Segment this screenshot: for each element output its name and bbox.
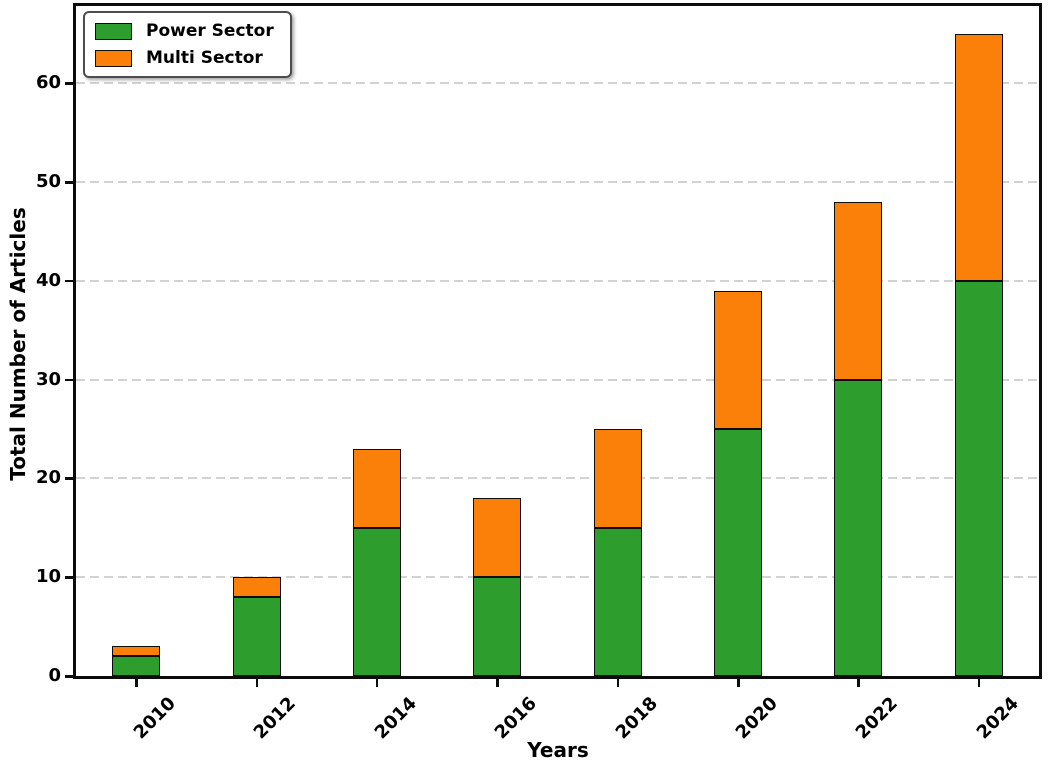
gridline-60 xyxy=(76,82,1039,85)
bar-2020 xyxy=(714,290,763,676)
y-tick-mark-60 xyxy=(65,82,73,85)
y-tick-label-40: 40 xyxy=(35,269,61,291)
bar-segment-multi-sector-2010 xyxy=(112,646,161,657)
y-tick-mark-30 xyxy=(65,378,73,382)
plot-area: Power Sector Multi Sector xyxy=(73,3,1042,679)
bar-segment-power-sector-2020 xyxy=(714,429,763,676)
bar-2014 xyxy=(352,448,401,676)
x-tick-label-2020: 2020 xyxy=(731,693,782,744)
x-tick-mark-2018 xyxy=(616,679,620,687)
bar-segment-multi-sector-2012 xyxy=(232,577,281,597)
x-tick-label-2022: 2022 xyxy=(852,693,903,744)
legend-label-power-sector: Power Sector xyxy=(146,21,274,41)
bar-segment-multi-sector-2022 xyxy=(834,201,883,380)
bar-segment-multi-sector-2018 xyxy=(593,429,642,528)
y-tick-mark-10 xyxy=(65,576,73,579)
bar-2016 xyxy=(473,498,522,676)
x-tick-mark-2016 xyxy=(496,679,499,687)
bar-segment-power-sector-2010 xyxy=(112,656,161,676)
bar-segment-power-sector-2018 xyxy=(593,527,642,676)
x-tick-label-2012: 2012 xyxy=(250,693,301,744)
gridline-50 xyxy=(76,181,1039,183)
legend-label-multi-sector: Multi Sector xyxy=(146,48,263,68)
legend-item-multi-sector: Multi Sector xyxy=(95,48,274,68)
y-tick-label-60: 60 xyxy=(35,72,61,94)
x-tick-mark-2020 xyxy=(737,679,740,687)
bar-segment-multi-sector-2014 xyxy=(352,448,401,528)
x-tick-mark-2024 xyxy=(977,679,981,687)
x-tick-mark-2012 xyxy=(255,679,259,687)
x-tick-label-2018: 2018 xyxy=(611,693,662,744)
bar-segment-power-sector-2022 xyxy=(834,379,883,676)
y-tick-mark-20 xyxy=(65,477,73,480)
y-tick-label-10: 10 xyxy=(35,566,61,588)
x-tick-label-2024: 2024 xyxy=(972,693,1023,744)
plot-inner: Power Sector Multi Sector xyxy=(76,6,1039,676)
y-tick-label-50: 50 xyxy=(35,171,61,192)
bar-segment-power-sector-2012 xyxy=(232,596,281,676)
x-tick-label-2014: 2014 xyxy=(370,693,421,744)
legend-item-power-sector: Power Sector xyxy=(95,21,274,41)
x-tick-label-2016: 2016 xyxy=(490,693,542,744)
legend: Power Sector Multi Sector xyxy=(83,11,292,78)
y-tick-label-0: 0 xyxy=(48,665,61,686)
bar-2018 xyxy=(593,429,642,676)
bar-segment-multi-sector-2024 xyxy=(954,33,1003,281)
y-tick-label-20: 20 xyxy=(35,467,61,489)
y-tick-mark-40 xyxy=(65,279,73,283)
bar-segment-multi-sector-2020 xyxy=(714,290,763,429)
x-axis-title: Years xyxy=(527,738,589,762)
gridline-20 xyxy=(76,477,1039,480)
bar-2010 xyxy=(112,646,161,676)
y-axis-title: Total Number of Articles xyxy=(6,207,30,481)
bar-segment-power-sector-2016 xyxy=(473,577,522,676)
bar-2024 xyxy=(954,33,1003,676)
bar-2022 xyxy=(834,201,883,676)
y-tick-label-30: 30 xyxy=(35,368,61,390)
x-tick-label-2010: 2010 xyxy=(129,693,181,744)
gridline-40 xyxy=(76,279,1039,282)
x-tick-mark-2010 xyxy=(135,679,138,687)
legend-swatch-power-sector xyxy=(95,22,132,40)
y-tick-mark-50 xyxy=(65,181,73,184)
bar-2012 xyxy=(232,577,281,676)
bar-segment-multi-sector-2016 xyxy=(473,498,522,578)
gridline-30 xyxy=(76,378,1039,381)
x-tick-mark-2014 xyxy=(375,679,379,687)
gridline-10 xyxy=(76,576,1039,579)
bar-segment-power-sector-2014 xyxy=(352,527,401,676)
y-tick-mark-0 xyxy=(65,675,73,678)
legend-swatch-multi-sector xyxy=(95,49,132,67)
bar-segment-power-sector-2024 xyxy=(954,280,1003,676)
x-tick-mark-2022 xyxy=(857,679,860,687)
